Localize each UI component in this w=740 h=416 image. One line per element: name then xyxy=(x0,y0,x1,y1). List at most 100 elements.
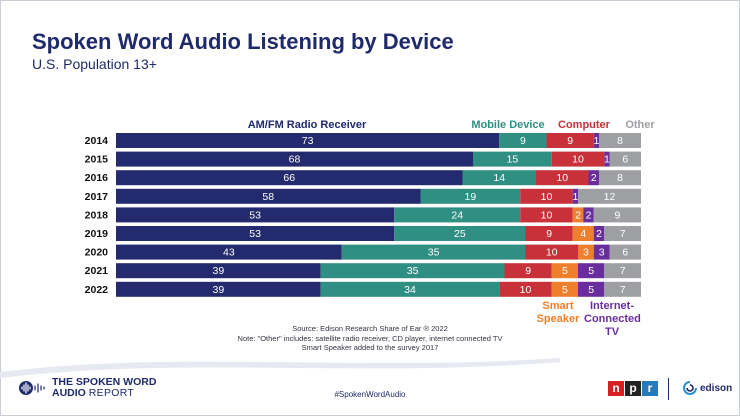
bar-segment xyxy=(116,151,473,167)
bar-value-label: 10 xyxy=(541,191,553,203)
bar-value-label: 2 xyxy=(586,209,592,221)
legend-smart-speaker-line1: Smart xyxy=(542,300,574,312)
bar-value-label: 35 xyxy=(428,247,440,259)
bar-value-label: 9 xyxy=(567,135,573,147)
legend-computer: Computer xyxy=(558,119,611,131)
bar-value-label: 4 xyxy=(580,228,586,240)
bar-value-label: 35 xyxy=(407,265,419,277)
bar-segment xyxy=(551,151,605,167)
page-title: Spoken Word Audio Listening by Device xyxy=(32,29,454,54)
bar-segment xyxy=(525,244,578,260)
legend-smart-speaker-line2: Speaker xyxy=(536,313,580,325)
legend-smart-speaker: Smart Speaker xyxy=(536,300,580,326)
year-label: 2015 xyxy=(85,154,109,166)
legend-am-fm-radio: AM/FM Radio Receiver xyxy=(248,119,367,131)
bar-value-label: 39 xyxy=(213,284,225,296)
edison-wordmark: edison xyxy=(700,382,733,394)
bar-segment xyxy=(504,263,552,279)
other-note: Note: "Other" includes: satellite radio … xyxy=(237,333,503,343)
npr-logo: n p r xyxy=(608,381,659,396)
npr-letter-n: n xyxy=(608,381,624,396)
bar-segment xyxy=(320,263,505,279)
bar-value-label: 66 xyxy=(283,172,295,184)
bar-value-label: 1 xyxy=(593,135,599,147)
bar-value-label: 2 xyxy=(591,172,597,184)
bar-value-label: 10 xyxy=(520,284,532,296)
bar-value-label: 3 xyxy=(583,247,589,259)
spoken-word-logo: THE SPOKEN WORD AUDIO REPORT xyxy=(18,377,156,399)
npr-letter-p: p xyxy=(625,381,641,396)
legend-mobile-device: Mobile Device xyxy=(471,119,544,131)
bar-value-label: 5 xyxy=(588,284,594,296)
bar-value-label: 53 xyxy=(249,209,261,221)
bar-value-label: 39 xyxy=(213,265,225,277)
bar-value-label: 5 xyxy=(588,265,594,277)
logo-wordmark: THE SPOKEN WORD AUDIO REPORT xyxy=(52,377,156,399)
bar-value-label: 58 xyxy=(262,191,274,203)
bar-segment xyxy=(583,207,594,223)
bar-value-label: 34 xyxy=(404,284,416,296)
bar-segment xyxy=(578,244,594,260)
bar-segment xyxy=(609,244,641,260)
logo-line2b: REPORT xyxy=(88,387,135,399)
bar-segment xyxy=(116,133,500,148)
bar-segment xyxy=(499,133,547,148)
legend-internet-connected-tv: Internet- Connected TV xyxy=(584,300,641,339)
bar-value-label: 3 xyxy=(599,247,605,259)
decorative-swoosh xyxy=(0,358,560,378)
bar-segment xyxy=(609,151,641,167)
bar-segment xyxy=(116,170,463,186)
bar-value-label: 8 xyxy=(617,172,623,184)
bar-segment xyxy=(473,151,552,167)
bar-value-label: 6 xyxy=(622,247,628,259)
bar-value-label: 10 xyxy=(541,209,553,221)
bar-segment xyxy=(551,263,578,279)
bar-segment xyxy=(116,188,421,204)
bar-segment xyxy=(604,263,641,279)
logo-line2a: AUDIO xyxy=(52,387,86,399)
bar-segment xyxy=(394,226,526,241)
bar-segment xyxy=(604,151,610,167)
bar-segment xyxy=(599,133,641,148)
bar-value-label: 25 xyxy=(454,228,466,240)
bar-value-label: 10 xyxy=(556,172,568,184)
year-label: 2016 xyxy=(85,172,109,184)
edison-swirl-icon xyxy=(683,381,697,395)
bar-segment xyxy=(572,188,578,204)
bar-value-label: 1 xyxy=(604,154,610,166)
bar-segment xyxy=(520,207,573,223)
footer-divider xyxy=(668,378,669,400)
bar-value-label: 10 xyxy=(546,247,558,259)
bar-value-label: 7 xyxy=(620,284,626,296)
bar-segment xyxy=(578,263,605,279)
bar-value-label: 5 xyxy=(562,284,568,296)
bar-value-label: 7 xyxy=(620,228,626,240)
bar-value-label: 9 xyxy=(546,228,552,240)
bar-segment xyxy=(593,207,641,223)
legend-ictv-line3: TV xyxy=(604,326,620,338)
bar-segment xyxy=(116,244,342,260)
bar-segment xyxy=(578,188,641,204)
bar-value-label: 24 xyxy=(451,209,463,221)
bar-segment xyxy=(341,244,526,260)
edison-logo: edison xyxy=(682,380,732,396)
bar-segment xyxy=(499,281,552,297)
npr-letter-r: r xyxy=(642,381,658,396)
bar-value-label: 53 xyxy=(249,228,261,240)
bar-segment xyxy=(593,244,610,260)
hashtag: #SpokenWordAudio xyxy=(334,390,406,399)
bar-value-label: 14 xyxy=(493,172,505,184)
bar-value-label: 7 xyxy=(620,265,626,277)
bar-segment xyxy=(599,170,641,186)
bar-segment xyxy=(394,207,521,223)
bar-segment xyxy=(588,170,599,186)
bar-segment xyxy=(116,207,395,223)
legend-ictv-line1: Internet- xyxy=(590,300,634,312)
bar-value-label: 9 xyxy=(525,265,531,277)
bar-value-label: 73 xyxy=(302,135,314,147)
legend-ictv-line2: Connected xyxy=(584,313,641,325)
year-label: 2020 xyxy=(85,247,109,259)
bar-segment xyxy=(546,133,594,148)
bar-segment xyxy=(572,226,594,241)
